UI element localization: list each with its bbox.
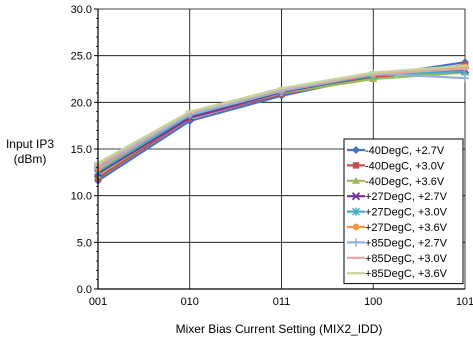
legend-label: -40DegC, +3.6V	[365, 176, 445, 188]
y-axis-label-line1: Input IP3	[6, 137, 54, 151]
x-tick-label: 011	[273, 296, 291, 308]
legend-label: -40DegC, +3.0V	[365, 160, 445, 172]
legend-label: +27DegC, +3.0V	[365, 207, 448, 219]
legend-swatch-marker	[353, 224, 360, 231]
x-axis-label: Mixer Bias Current Setting (MIX2_IDD)	[176, 322, 383, 336]
x-tick-label: 010	[181, 296, 199, 308]
y-tick-label: 5.0	[77, 237, 92, 249]
y-ticks: 0.0 5.0 10.0 15.0 20.0 25.0 30.0	[71, 4, 92, 296]
legend-swatch-marker	[353, 162, 359, 168]
legend-label: +85DegC, +3.6V	[365, 268, 448, 280]
y-tick-label: 25.0	[71, 51, 92, 63]
y-tick-label: 0.0	[77, 284, 92, 296]
x-tick-label: 100	[364, 296, 382, 308]
x-tick-label: 101	[456, 296, 473, 308]
legend-label: +27DegC, +2.7V	[365, 191, 448, 203]
y-tick-label: 20.0	[71, 97, 92, 109]
x-tick-label: 001	[89, 296, 107, 308]
legend-label: +85DegC, +2.7V	[365, 237, 448, 249]
y-tick-label: 30.0	[71, 4, 92, 16]
legend-label: +27DegC, +3.6V	[365, 222, 448, 234]
y-tick-label: 10.0	[71, 191, 92, 203]
legend-label: +85DegC, +3.0V	[365, 253, 448, 265]
x-ticks: 001 010 011 100 101	[89, 296, 473, 308]
y-axis-label-line2: (dBm)	[14, 152, 47, 166]
y-tick-label: 15.0	[71, 144, 92, 156]
legend: -40DegC, +2.7V -40DegC, +3.0V -40DegC, +3.…	[344, 139, 463, 284]
legend-label: -40DegC, +2.7V	[365, 145, 445, 157]
